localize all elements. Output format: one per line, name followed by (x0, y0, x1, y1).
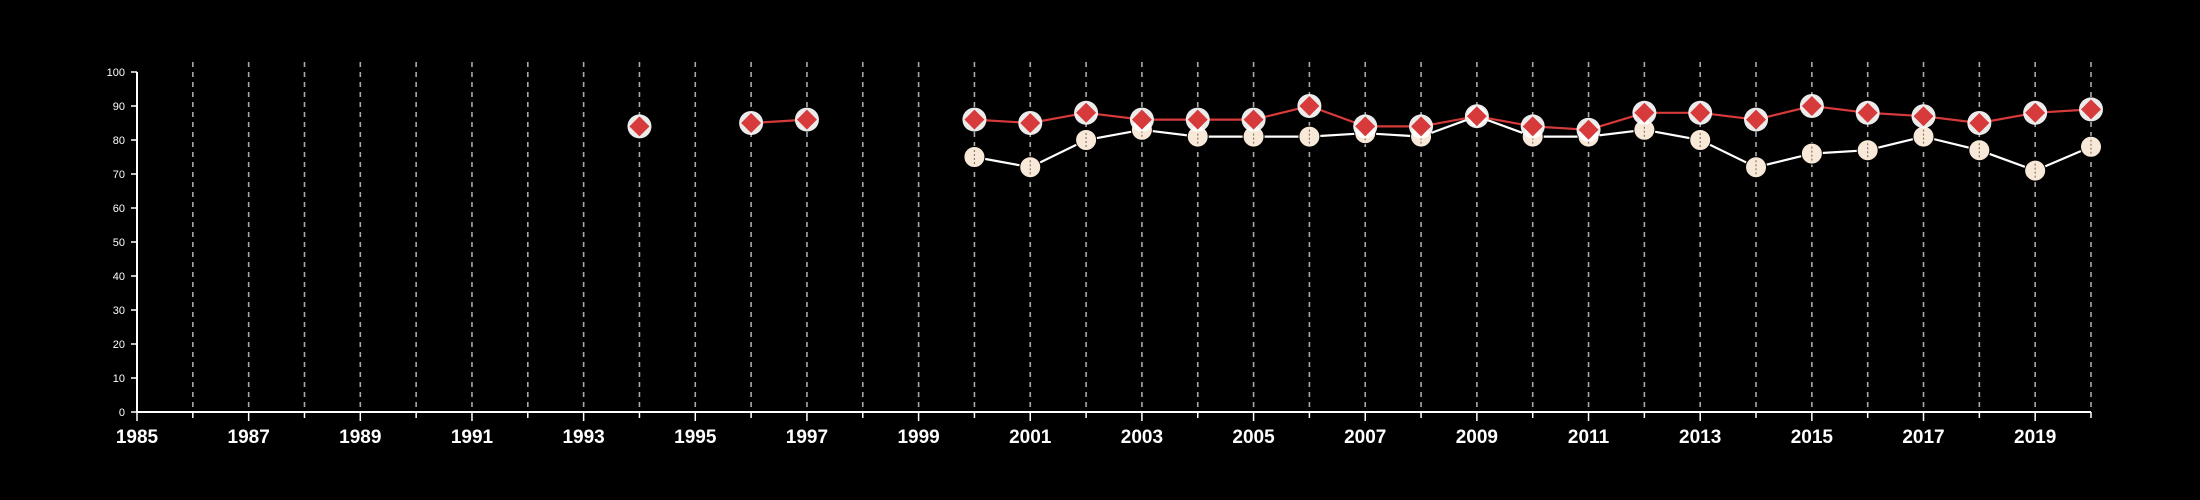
y-tick-label: 0 (119, 407, 125, 419)
circle-point (2024, 159, 2047, 182)
x-tick-label: 2017 (1902, 427, 1944, 448)
y-tick-label: 60 (113, 203, 125, 215)
diamond-point (2081, 99, 2101, 120)
y-tick-label: 20 (113, 339, 125, 351)
y-tick-label: 10 (113, 373, 125, 385)
diamond-point (1187, 109, 1208, 130)
y-tick-label: 90 (113, 101, 125, 113)
circle-point (1689, 129, 1712, 151)
circle-point (1075, 129, 1098, 151)
diamond-point (1299, 96, 1320, 116)
diamond-point (1801, 96, 1822, 116)
y-tick-label: 30 (113, 305, 125, 317)
diamond-point (629, 116, 650, 137)
x-tick-label: 1999 (897, 427, 939, 448)
circle-point (1912, 125, 1935, 148)
circle-point (1800, 142, 1823, 165)
circle-point (1745, 156, 1768, 179)
circle-point (2080, 135, 2102, 158)
diamond-point (1020, 113, 1041, 133)
x-tick-label: 2001 (1009, 427, 1052, 448)
x-tick-label: 1997 (786, 427, 828, 448)
axes (131, 71, 2092, 421)
x-tick-label: 2009 (1456, 427, 1498, 448)
diamond-point (1969, 113, 1990, 133)
diamond-point (1466, 106, 1487, 127)
diamond-point (1243, 109, 1264, 130)
x-tick-label: 1991 (451, 427, 494, 448)
y-tick-label: 100 (107, 67, 125, 79)
y-tick-label: 50 (113, 237, 125, 249)
diamond-point (1522, 116, 1543, 137)
circle-point (1968, 139, 1991, 162)
x-tick-label: 2005 (1232, 427, 1275, 448)
diamond-point (2025, 102, 2046, 123)
diamond-point (741, 113, 762, 133)
x-tick-label: 1989 (339, 427, 381, 448)
y-tick-label: 80 (113, 135, 125, 147)
circle-point (963, 146, 986, 168)
x-tick-label: 1985 (116, 427, 159, 448)
diamond-point (1913, 106, 1934, 127)
grid-lines (192, 62, 2092, 412)
circle-point (1019, 156, 1042, 179)
diamond-point (1411, 116, 1432, 137)
diamond-point (1076, 102, 1097, 123)
diamond-point (1857, 102, 1878, 123)
y-tick-label: 70 (113, 169, 125, 181)
x-tick-label: 2015 (1791, 427, 1834, 448)
x-tick-label: 2019 (2014, 427, 2056, 448)
diamond-point (1690, 102, 1711, 123)
x-tick-label: 2003 (1121, 427, 1163, 448)
circle-point (1856, 139, 1879, 162)
diamond-point (1746, 109, 1767, 130)
x-tick-label: 2013 (1679, 427, 1721, 448)
diamond-point (1131, 109, 1152, 130)
diamond-point (1355, 116, 1376, 137)
diamond-point (1578, 119, 1599, 140)
x-tick-label: 1987 (228, 427, 270, 448)
diamond-point (1634, 102, 1655, 123)
x-tick-label: 2011 (1568, 427, 1610, 448)
x-tick-label: 1993 (562, 427, 604, 448)
x-tick-label: 1995 (674, 427, 717, 448)
circle-point (1298, 125, 1321, 148)
x-tick-label: 2007 (1344, 427, 1386, 448)
tick-labels: 0 10 20 30 40 50 60 70 80 90 100 1985 1987 1989 1991 19… (107, 67, 2057, 448)
diamond-point (964, 109, 985, 130)
y-tick-label: 40 (113, 271, 125, 283)
diamond-point (796, 109, 817, 130)
series-markers (627, 94, 2103, 182)
